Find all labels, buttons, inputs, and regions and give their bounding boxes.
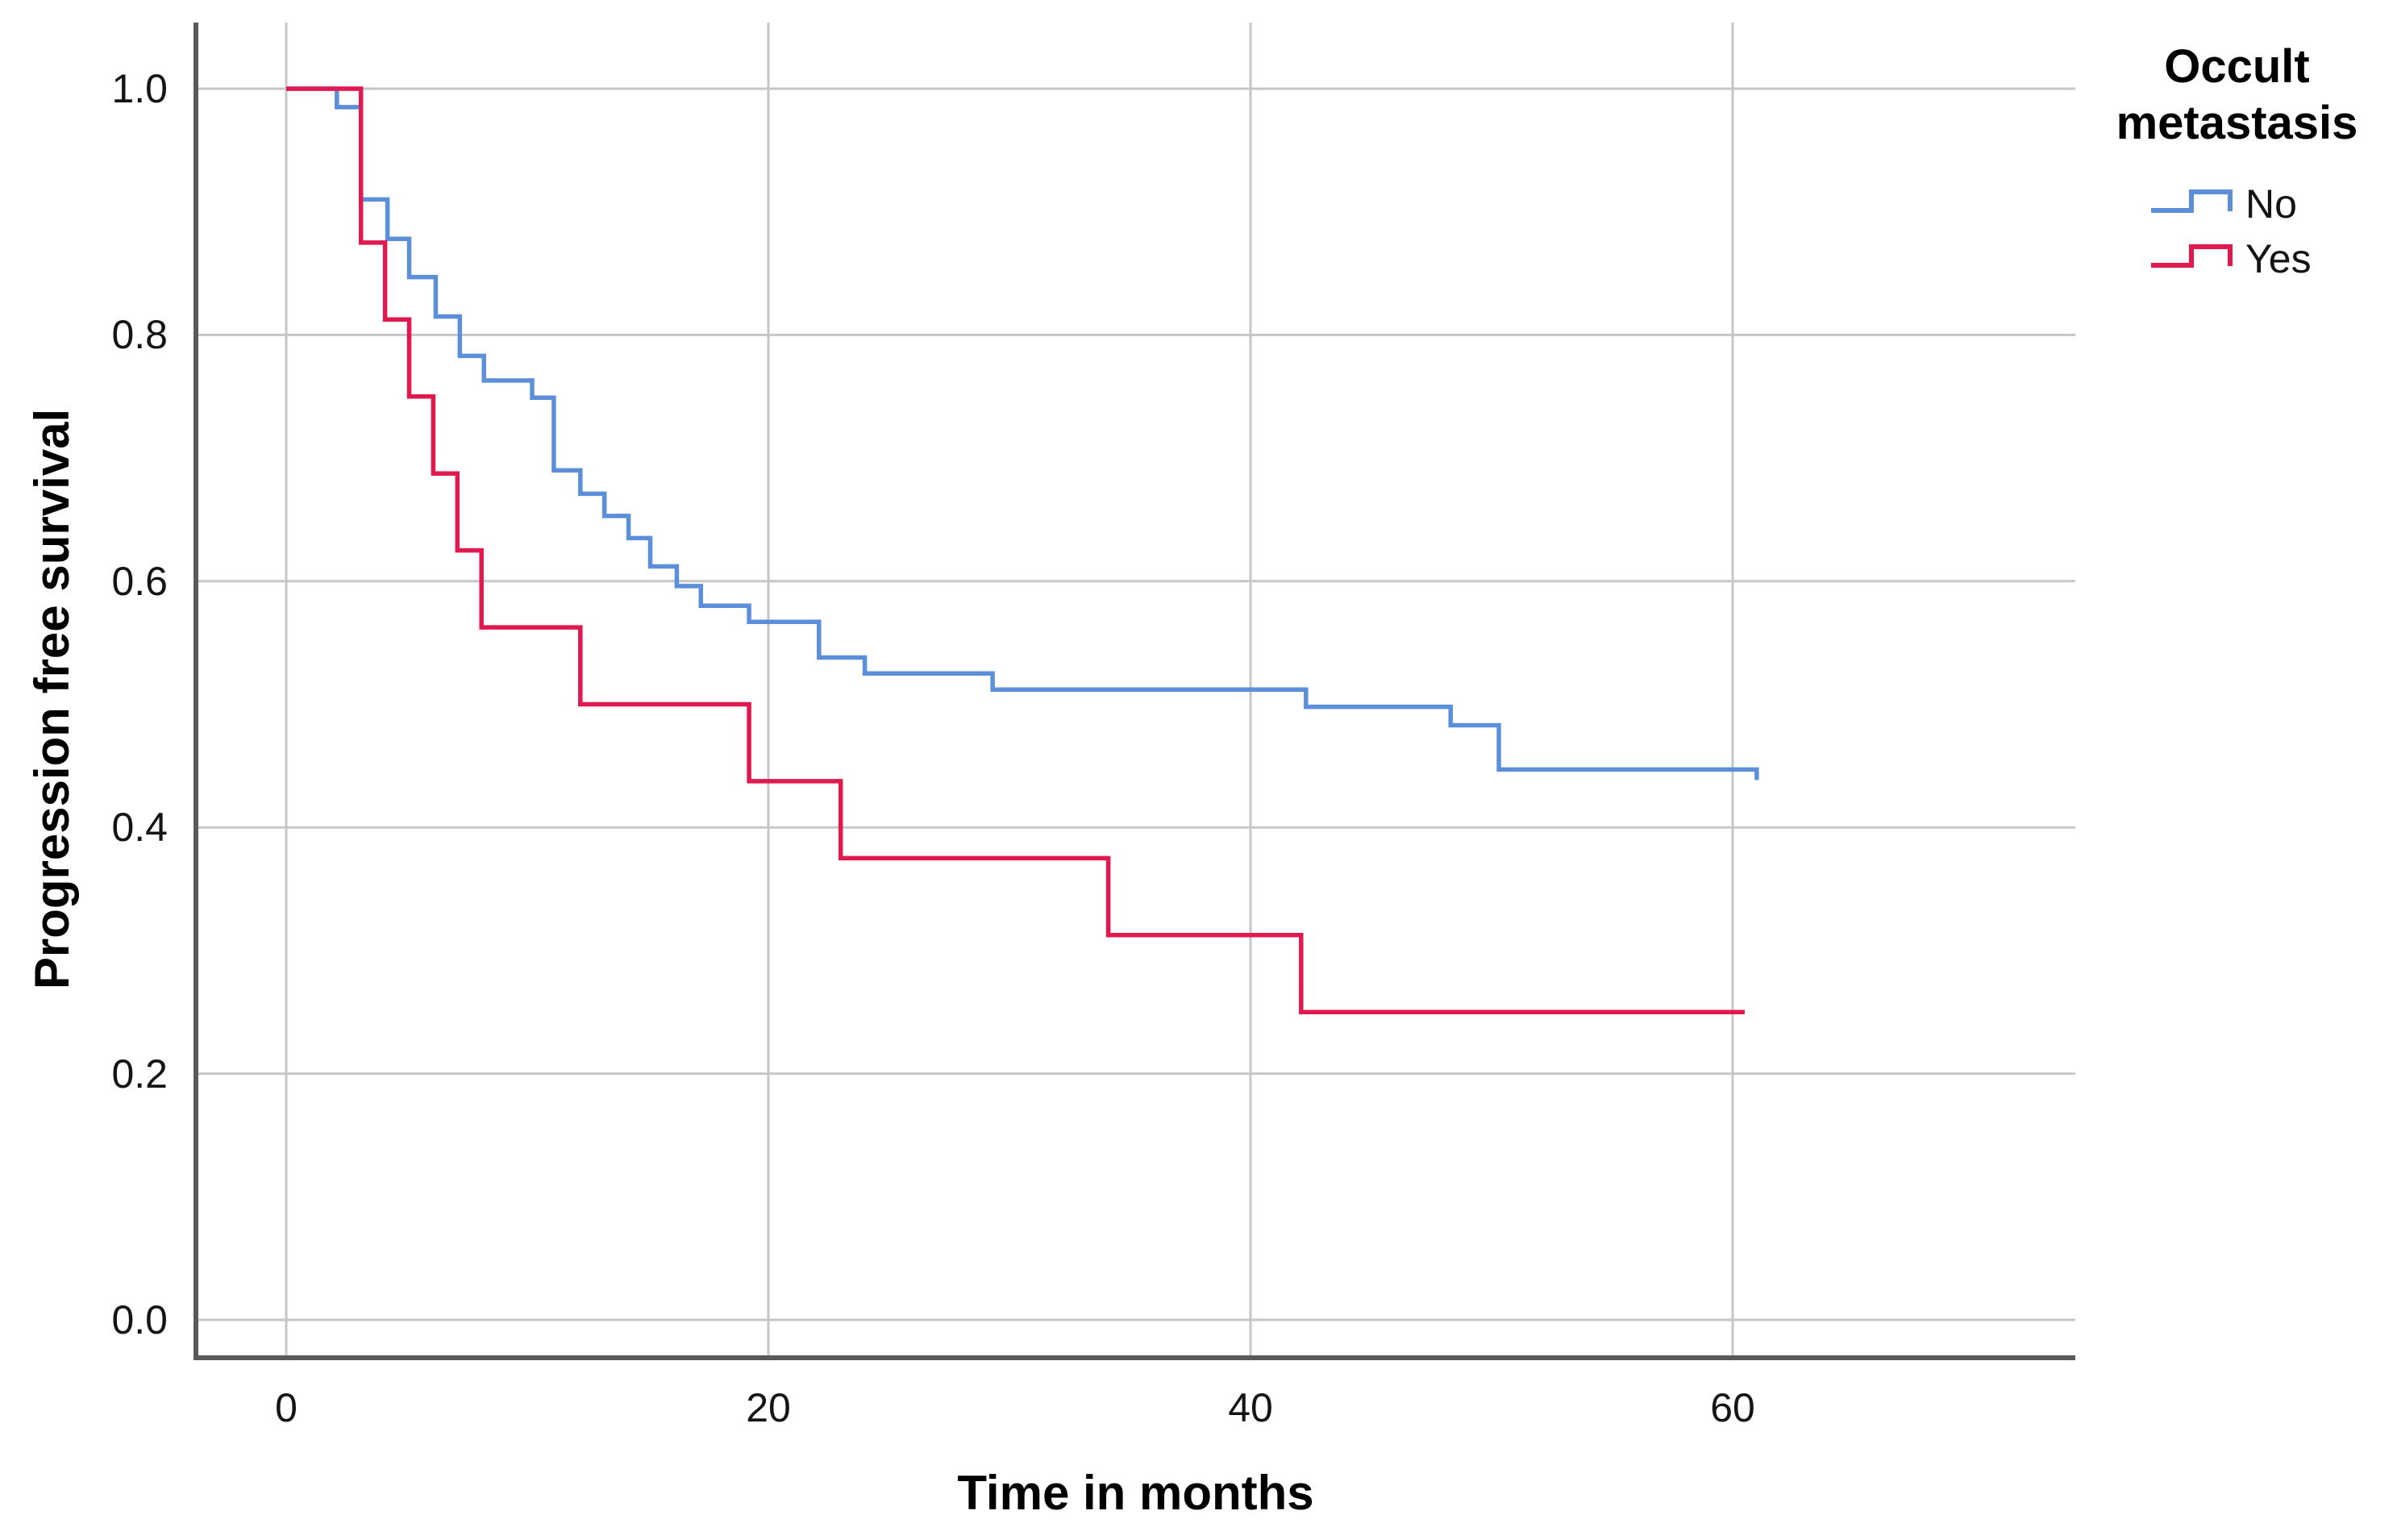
legend-title-line-2: metastasis bbox=[2116, 97, 2358, 149]
survival-curve-no bbox=[286, 86, 1759, 780]
legend-title: Occult metastasis bbox=[2077, 39, 2397, 152]
survival-curve-yes bbox=[286, 86, 1745, 1015]
x-tick-label-0: 0 bbox=[275, 1385, 298, 1430]
legend-title-line-1: Occult bbox=[2164, 40, 2310, 93]
axis-frame bbox=[194, 23, 2075, 1360]
y-tick-label-0.8: 0.8 bbox=[111, 312, 168, 358]
x-tick-label-40: 40 bbox=[1228, 1385, 1273, 1430]
y-axis-title: Progression free survival bbox=[25, 408, 79, 990]
legend-item-label-no: No bbox=[2245, 181, 2297, 227]
y-tick-label-0.2: 0.2 bbox=[111, 1051, 168, 1097]
legend-item-label-yes: Yes bbox=[2245, 236, 2312, 281]
y-tick-label-1.0: 1.0 bbox=[111, 66, 168, 111]
x-tick-label-20: 20 bbox=[746, 1385, 791, 1430]
legend-glyph-yes bbox=[2151, 244, 2233, 268]
y-tick-label-0.6: 0.6 bbox=[111, 558, 168, 604]
survival-curves bbox=[286, 86, 1759, 1015]
y-tick-label-0.0: 0.0 bbox=[111, 1297, 168, 1342]
legend-step-glyphs bbox=[2151, 189, 2233, 268]
y-tick-label-0.4: 0.4 bbox=[111, 805, 168, 851]
x-axis-title: Time in months bbox=[957, 1466, 1314, 1520]
legend-glyph-no bbox=[2151, 189, 2233, 213]
x-tick-label-60: 60 bbox=[1710, 1385, 1755, 1430]
